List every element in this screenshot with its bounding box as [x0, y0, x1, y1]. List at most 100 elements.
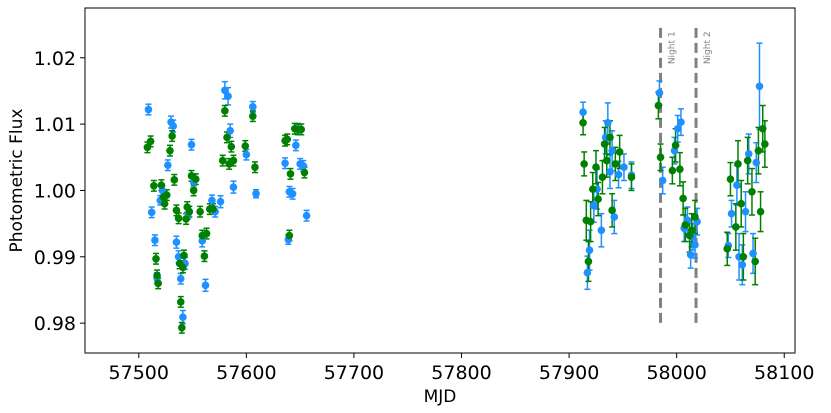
data-point: [586, 217, 595, 226]
data-point: [226, 126, 235, 135]
data-point: [590, 201, 598, 210]
data-point: [627, 173, 636, 181]
data-points: [143, 82, 769, 332]
data-point: [654, 101, 663, 110]
x-tick-label: 57500: [109, 362, 169, 384]
data-point: [187, 140, 196, 149]
data-point: [299, 162, 308, 170]
data-point: [281, 159, 289, 168]
data-point: [151, 236, 159, 245]
data-point: [176, 298, 185, 306]
data-point: [146, 137, 155, 146]
data-point: [208, 196, 216, 205]
data-point: [756, 207, 765, 216]
data-point: [286, 170, 295, 178]
data-point: [249, 112, 257, 120]
data-point: [598, 173, 607, 181]
x-axis: 57500 57600 57700 57800 57900 58000 58100: [109, 353, 814, 384]
data-point: [687, 226, 696, 235]
data-point: [179, 313, 187, 321]
data-point: [583, 268, 592, 277]
data-point: [741, 207, 750, 216]
data-point: [743, 156, 752, 165]
data-point: [179, 263, 187, 272]
data-point: [218, 156, 227, 165]
data-point: [169, 122, 178, 130]
data-point: [656, 153, 665, 162]
data-point: [216, 197, 225, 206]
data-point: [738, 260, 747, 269]
data-point: [751, 257, 759, 266]
error-bars: [144, 42, 768, 334]
data-point: [144, 105, 153, 114]
data-point: [726, 175, 735, 183]
y-tick-label: 0.98: [34, 313, 76, 335]
data-point: [752, 158, 761, 167]
data-point: [579, 108, 587, 116]
data-point: [242, 150, 251, 159]
data-point: [174, 214, 183, 223]
data-point: [744, 150, 753, 158]
data-point: [748, 187, 756, 196]
data-point: [580, 160, 588, 168]
data-point: [668, 166, 677, 175]
data-point: [160, 199, 169, 208]
data-point: [604, 118, 612, 127]
x-axis-label: MJD: [424, 387, 457, 407]
y-tick-label: 1.00: [34, 180, 76, 202]
data-point: [608, 146, 616, 155]
y-tick-label: 0.99: [34, 247, 76, 269]
data-point: [200, 252, 209, 260]
data-point: [673, 124, 682, 133]
data-point: [615, 148, 624, 156]
x-tick-label: 57900: [539, 362, 599, 384]
x-tick-label: 58000: [646, 362, 706, 384]
data-point: [223, 133, 231, 142]
data-point: [739, 252, 748, 261]
data-point: [180, 251, 188, 260]
data-point: [292, 141, 300, 150]
data-point: [229, 156, 238, 165]
data-point: [608, 206, 616, 215]
data-point: [150, 182, 158, 190]
data-point: [679, 194, 687, 203]
data-point: [737, 199, 746, 208]
data-point: [676, 165, 684, 174]
x-tick-label: 57800: [431, 362, 491, 384]
data-point: [178, 323, 186, 332]
data-point: [686, 251, 695, 259]
data-point: [655, 89, 664, 97]
night-label: Night 1: [668, 31, 678, 64]
data-point: [182, 215, 190, 223]
data-point: [594, 195, 602, 203]
data-point: [147, 208, 156, 217]
data-point: [727, 209, 736, 218]
data-point: [597, 226, 606, 235]
y-tick-label: 1.01: [34, 114, 76, 136]
data-point: [176, 274, 185, 283]
data-point: [671, 141, 680, 150]
data-point: [157, 181, 166, 189]
data-point: [658, 176, 667, 185]
data-point: [283, 135, 292, 144]
y-tick-label: 1.02: [34, 48, 76, 70]
data-point: [584, 257, 593, 266]
data-point: [732, 223, 740, 231]
data-point: [758, 124, 767, 133]
y-axis: 0.98 0.99 1.00 1.01 1.02: [34, 48, 85, 335]
night-label: Night 2: [703, 31, 713, 64]
data-point: [297, 125, 306, 134]
data-point: [691, 213, 699, 221]
data-point: [221, 86, 229, 95]
data-point: [620, 163, 628, 172]
data-point: [221, 107, 229, 115]
data-point: [302, 211, 311, 220]
data-point: [252, 189, 260, 198]
data-point: [224, 92, 232, 101]
data-point: [172, 206, 181, 215]
data-point: [168, 132, 176, 140]
night-markers: Night 1 Night 2: [659, 27, 713, 327]
x-tick-label: 57600: [216, 362, 276, 384]
data-point: [209, 205, 217, 213]
